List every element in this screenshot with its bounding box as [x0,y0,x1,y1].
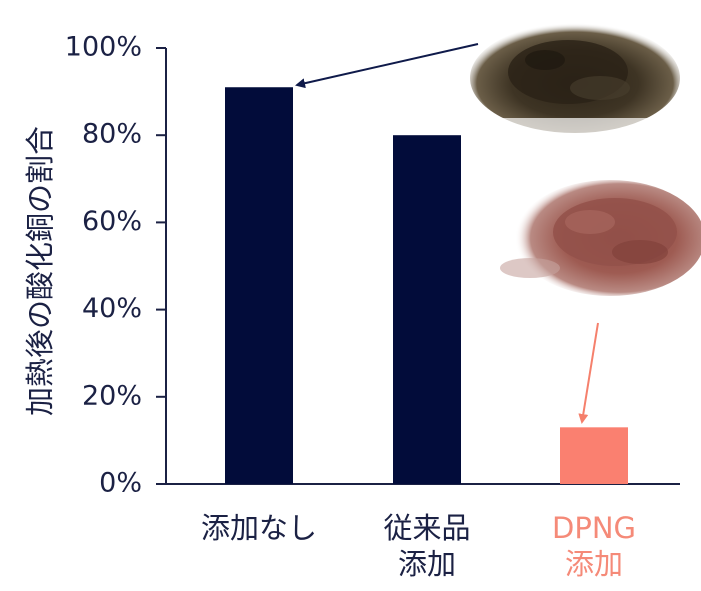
y-ticks: 0% 20% 40% 60% 80% 100% [65,32,166,499]
red-powder-photo [495,170,701,318]
y-axis-title: 加熱後の酸化銅の割合 [23,126,57,416]
bar-2 [393,135,461,484]
y-tick-label: 20% [82,380,142,411]
y-tick-label: 60% [82,206,142,237]
dark-powder-photo [470,12,692,136]
arrow-to-third-bar [582,323,598,422]
category-label: 添加なし [201,511,317,545]
category-label: 従来品 [383,511,470,545]
y-tick-label: 100% [65,32,142,63]
arrow-to-first-bar [297,44,478,85]
bar-1 [225,87,293,484]
y-tick-label: 0% [99,468,142,499]
category-label: 添加 [398,547,456,581]
y-tick-label: 80% [82,119,142,150]
category-label: 添加 [565,547,623,581]
y-tick-label: 40% [82,293,142,324]
bar-3 [560,427,628,484]
category-label: DPNG [552,511,636,545]
